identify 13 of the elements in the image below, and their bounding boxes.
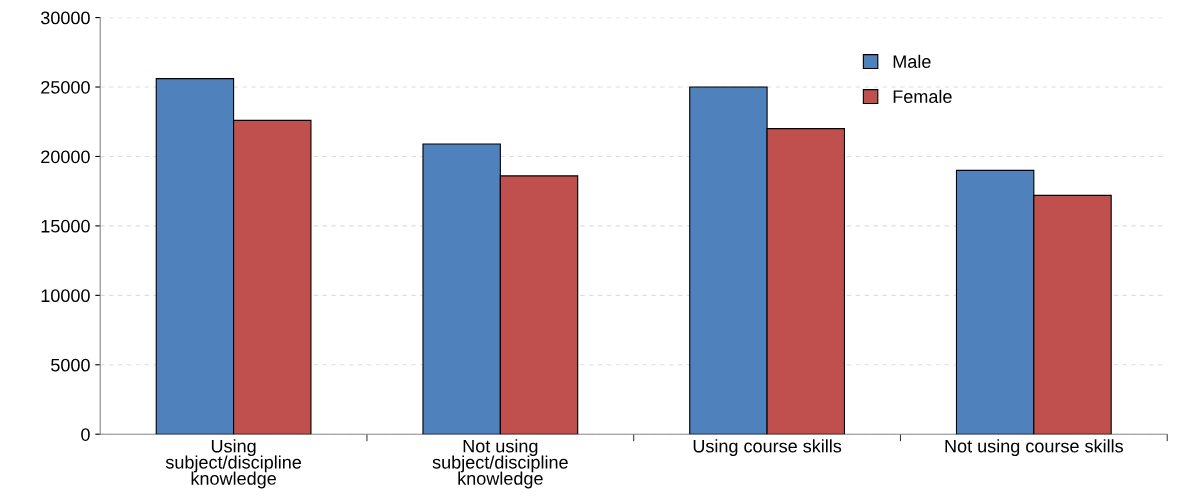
y-tick-label: 5000: [51, 358, 90, 372]
legend-label: Male: [893, 54, 931, 69]
x-tick-label: Using subject/discipline knowledge: [165, 439, 302, 489]
y-tick-label: 0: [81, 428, 90, 441]
x-tick-label: Not using subject/discipline knowledge: [432, 439, 568, 489]
y-tick-label: 15000: [41, 219, 90, 233]
x-tick-label: Using course skills: [693, 439, 842, 457]
legend-label: Female: [893, 89, 952, 103]
y-tick-label: 25000: [41, 80, 90, 94]
x-tick-label: Not using course skills: [945, 439, 1123, 457]
y-tick-label: 10000: [41, 289, 90, 303]
y-tick-label: 30000: [40, 11, 90, 25]
y-tick-label: 20000: [41, 150, 90, 164]
